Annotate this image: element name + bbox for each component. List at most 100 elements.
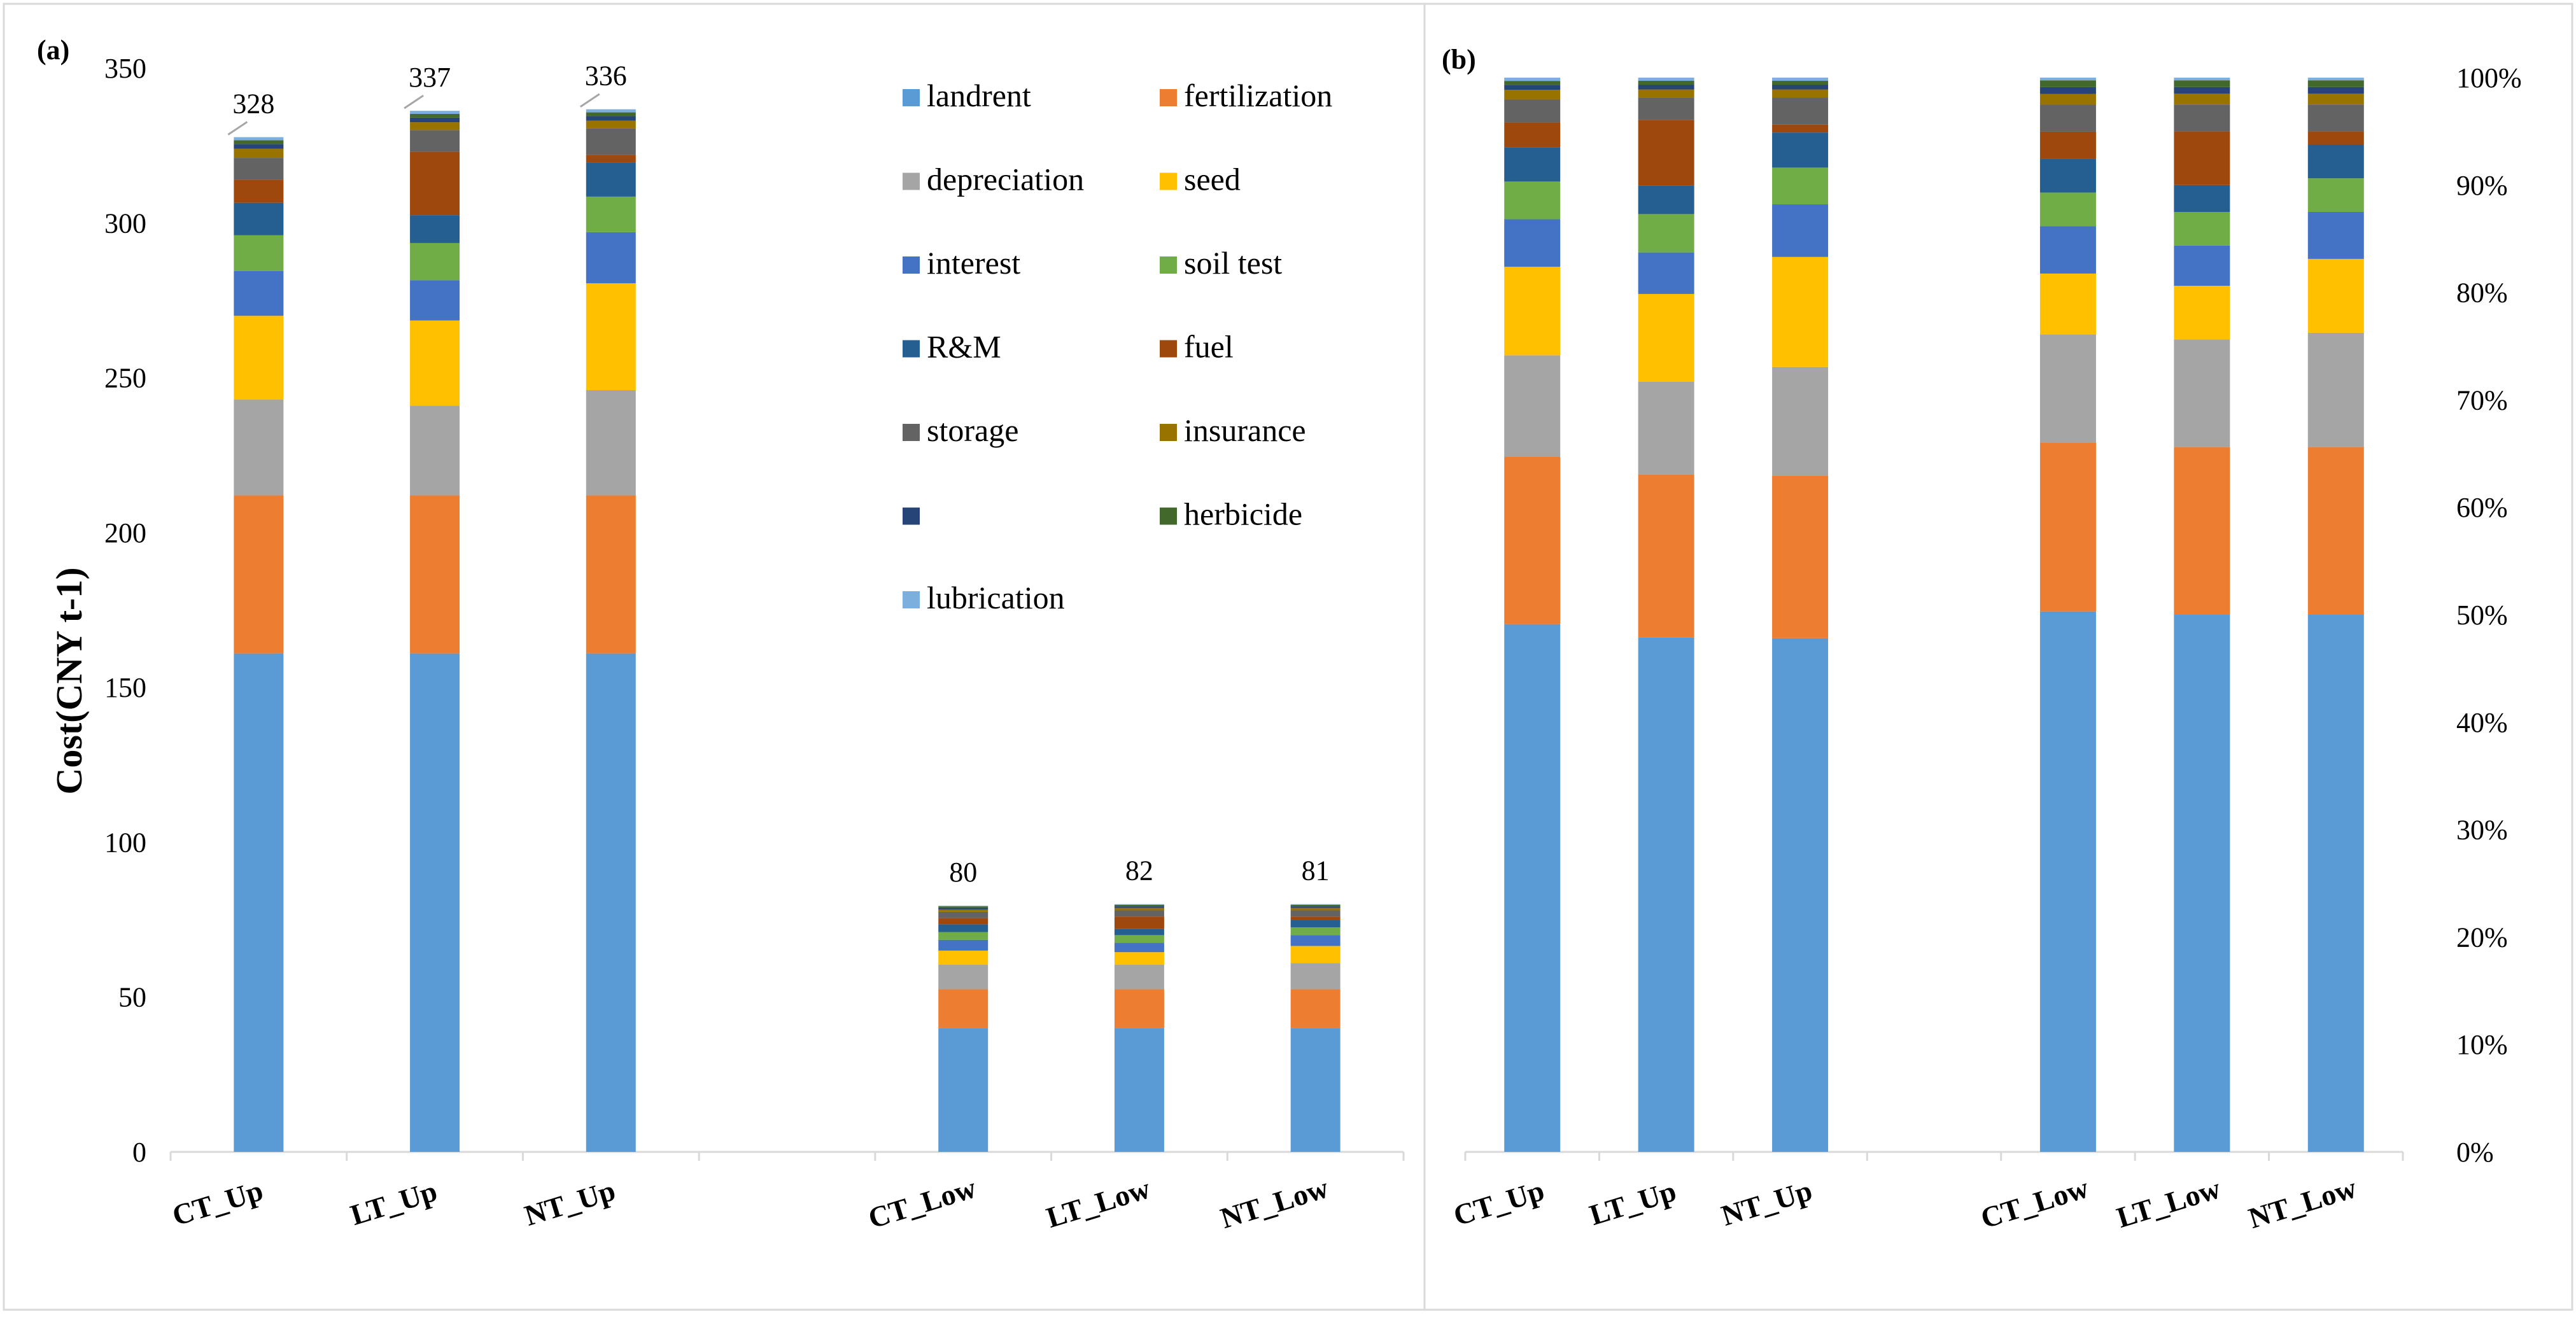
bar-segment [938, 906, 989, 908]
bar-segment [2174, 245, 2230, 286]
y-tick-label-right: 60% [2456, 492, 2508, 523]
bar-segment [2307, 87, 2364, 94]
bar-segment [938, 908, 989, 910]
bar-segment [410, 130, 460, 152]
bar-segment [1114, 908, 1164, 911]
legend-label: depreciation [927, 162, 1084, 197]
bar-segment [1638, 97, 1694, 120]
bar-segment [234, 202, 284, 235]
legend-swatch [903, 256, 920, 274]
bar-segment [1290, 904, 1341, 907]
bar-segment [1114, 964, 1164, 990]
bar-segment [2174, 185, 2230, 212]
bar-segment [586, 283, 636, 391]
bar-segment [1772, 81, 1829, 85]
y-tick-label-right: 80% [2456, 277, 2508, 309]
bar-segment [938, 911, 989, 918]
category-label: CT_Low [1977, 1171, 2092, 1235]
legend-swatch [1160, 340, 1177, 358]
total-label: 328 [232, 88, 274, 120]
bar-segment [1114, 989, 1164, 1028]
bar-segment [1638, 78, 1694, 81]
legend-label: fertilization [1184, 78, 1332, 113]
bar-segment [2039, 104, 2096, 132]
y-tick-label-right: 50% [2456, 599, 2508, 631]
bar-segment [2307, 447, 2364, 615]
bar-segment [234, 144, 284, 149]
bar-segment [586, 495, 636, 654]
bar-segment [1114, 916, 1164, 929]
bar-segment [1290, 908, 1341, 911]
legend-label: R&M [927, 329, 1001, 365]
bar-segment [586, 112, 636, 116]
y-tick-label-right: 90% [2456, 170, 2508, 201]
bar-segment [1638, 474, 1694, 638]
bar-segment [410, 111, 460, 115]
bar-segment [2039, 131, 2096, 159]
y-tick-label: 150 [104, 672, 146, 703]
bar-segment [410, 653, 460, 1152]
bar-segment [1638, 89, 1694, 98]
bar-segment [1504, 355, 1561, 457]
category-label: NT_Low [2245, 1171, 2360, 1235]
bar-segment [586, 116, 636, 121]
bar-segment [586, 120, 636, 129]
bar-segment [2174, 615, 2230, 1152]
bar-segment [586, 232, 636, 284]
total-label: 80 [949, 857, 977, 888]
bar-segment [2174, 78, 2230, 81]
y-tick-label: 100 [104, 827, 146, 858]
bar-segment [1114, 910, 1164, 917]
bar-segment [586, 155, 636, 163]
bar-segment [938, 950, 989, 965]
panel-a-label: (a) [37, 34, 69, 66]
bar-segment [1504, 99, 1561, 123]
bar-segment [1772, 97, 1829, 125]
bar-segment [1772, 256, 1829, 367]
y-tick-label-right: 10% [2456, 1029, 2508, 1060]
category-label: LT_Low [1043, 1172, 1154, 1234]
bar-segment [2039, 192, 2096, 227]
bar-segment [2307, 178, 2364, 212]
y-tick-label-right: 100% [2456, 62, 2522, 94]
bar-segment [1504, 85, 1561, 90]
bar-segment [1290, 920, 1341, 928]
y-tick-label-right: 30% [2456, 815, 2508, 846]
bar-segment [1772, 367, 1829, 476]
category-label: CT_Up [1450, 1174, 1548, 1231]
bar-segment [234, 140, 284, 144]
bar-segment [2039, 78, 2096, 81]
bar-segment [2174, 131, 2230, 185]
bar-segment [1114, 943, 1164, 953]
bar-segment [1290, 904, 1341, 905]
bar-segment [1772, 132, 1829, 168]
legend-swatch [903, 89, 920, 106]
legend-label: landrent [927, 78, 1031, 113]
bar-segment [938, 964, 989, 990]
bar-segment [2307, 144, 2364, 179]
bar-segment [410, 114, 460, 118]
bar-segment [1504, 90, 1561, 100]
y-tick-label: 250 [104, 363, 146, 394]
legend-label: seed [1184, 162, 1241, 197]
category-label: LT_Up [347, 1174, 441, 1231]
y-axis-title: Cost(CNY t-1) [48, 567, 90, 794]
total-leader-line [404, 94, 424, 109]
legend-swatch [903, 172, 920, 190]
bar-segment [410, 495, 460, 654]
bar-segment [2307, 104, 2364, 132]
bar-segment [410, 117, 460, 123]
legend-label: lubrication [927, 580, 1065, 615]
bar-segment [234, 316, 284, 400]
panel-b-label: (b) [1442, 44, 1476, 75]
legend-label: soil test [1184, 245, 1282, 281]
bar-segment [1114, 929, 1164, 936]
bar-segment [1772, 475, 1829, 638]
bar-segment [410, 122, 460, 130]
total-label: 336 [585, 60, 627, 92]
bar-segment [2307, 615, 2364, 1152]
total-label: 81 [1302, 855, 1330, 887]
bar-segment [410, 280, 460, 321]
bar-segment [1638, 293, 1694, 382]
